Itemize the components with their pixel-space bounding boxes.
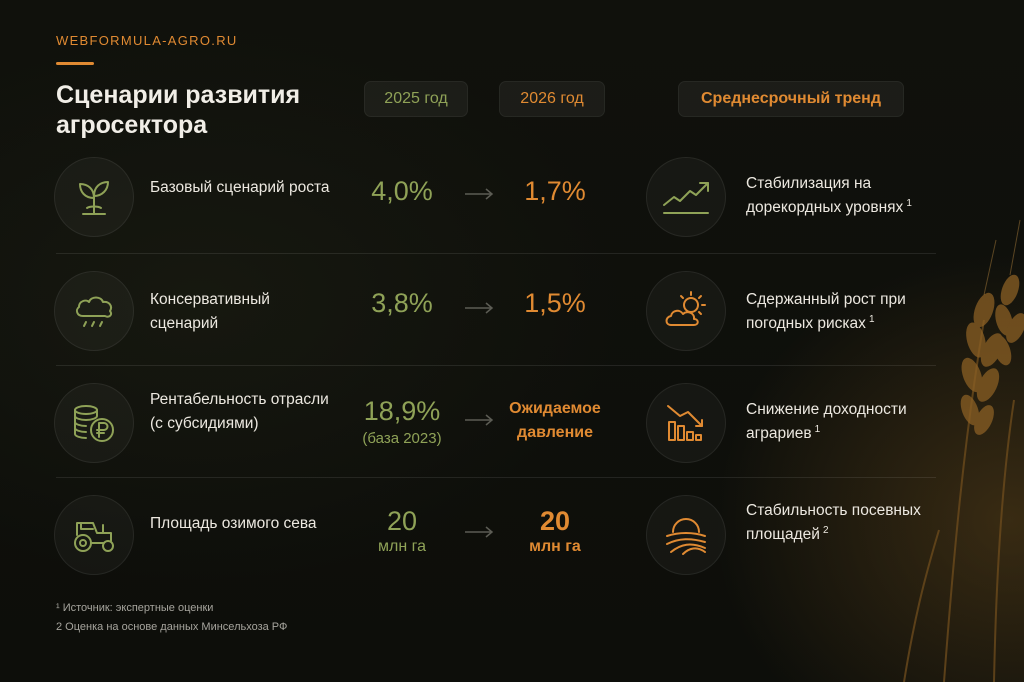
trend-text: Сдержанный рост при погодных рисках 1 bbox=[746, 291, 906, 332]
value-2026: 1,5% bbox=[524, 288, 586, 318]
column-header-trend: Среднесрочный тренд bbox=[678, 81, 904, 117]
wheat-decoration bbox=[903, 219, 1024, 682]
row-label: Консервативный сценарий bbox=[150, 291, 270, 332]
row-label: Базовый сценарий роста bbox=[150, 179, 330, 196]
value-2026: 20 bbox=[539, 506, 571, 536]
trend-text: Снижение доходности аграриев 1 bbox=[746, 401, 907, 442]
footnote-1: ¹ Источник: экспертные оценки bbox=[56, 602, 214, 614]
arrow-right-icon bbox=[465, 188, 494, 200]
rain-cloud-icon bbox=[54, 271, 134, 351]
value-2025: 20 bbox=[386, 506, 418, 536]
page-title: Сценарии развития агросектора bbox=[56, 81, 301, 139]
value-2025-sub: (база 2023) bbox=[362, 430, 442, 447]
bar-decline-icon bbox=[646, 383, 726, 463]
column-header-2026: 2026 год bbox=[499, 81, 605, 117]
table-row: Площадь озимого сева 20 млн га 20 млн га… bbox=[54, 478, 936, 590]
arrow-right-icon bbox=[465, 302, 494, 314]
divider bbox=[56, 365, 936, 366]
value-2025: 4,0% bbox=[371, 176, 433, 206]
coins-ruble-icon bbox=[54, 383, 134, 463]
field-sunrise-icon bbox=[646, 495, 726, 575]
footnote-2: 2 Оценка на основе данных Минсельхоза РФ bbox=[56, 621, 288, 633]
sprout-icon bbox=[54, 157, 134, 237]
column-header-2025: 2025 год bbox=[364, 81, 468, 117]
arrow-right-icon bbox=[465, 414, 494, 426]
value-2025-unit: млн га bbox=[378, 538, 426, 555]
table-row: Рентабельность отрасли (с субсидиями) 18… bbox=[54, 366, 936, 478]
divider bbox=[56, 253, 936, 254]
value-2026: 1,7% bbox=[524, 176, 586, 206]
value-2025: 18,9% bbox=[363, 396, 441, 426]
value-2026: Ожидаемое давление bbox=[509, 400, 601, 441]
trend-up-icon bbox=[646, 157, 726, 237]
divider bbox=[56, 477, 936, 478]
value-2025: 3,8% bbox=[371, 288, 433, 318]
accent-underline bbox=[56, 62, 94, 65]
sun-cloud-icon bbox=[646, 271, 726, 351]
row-label: Площадь озимого сева bbox=[150, 515, 317, 532]
arrow-right-icon bbox=[465, 526, 494, 538]
table-row: Базовый сценарий роста 4,0% 1,7% Стабили… bbox=[54, 140, 936, 252]
trend-text: Стабильность посевных площадей 2 bbox=[746, 502, 921, 543]
table-row: Консервативный сценарий 3,8% 1,5% Сдержа… bbox=[54, 254, 936, 366]
tractor-icon bbox=[54, 495, 134, 575]
row-label: Рентабельность отрасли (с субсидиями) bbox=[150, 391, 329, 432]
value-2026-unit: млн га bbox=[529, 538, 581, 555]
site-url[interactable]: WEBFORMULA-AGRO.RU bbox=[56, 33, 238, 48]
trend-text: Стабилизация на дорекордных уровнях 1 bbox=[746, 175, 912, 216]
